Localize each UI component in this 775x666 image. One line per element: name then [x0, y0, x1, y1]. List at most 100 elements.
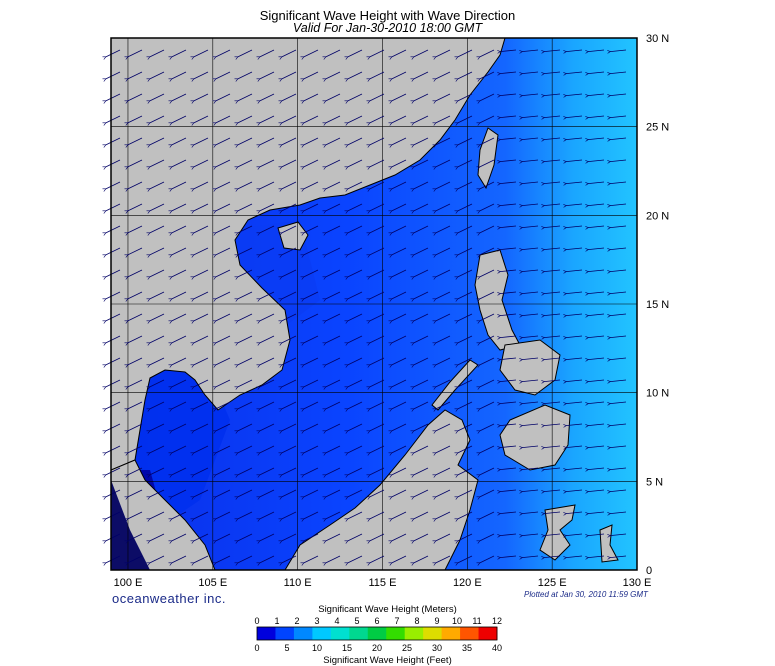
wave-arrow	[544, 269, 561, 272]
wave-arrow	[304, 115, 319, 123]
lon-label: 115 E	[369, 577, 397, 589]
mindanao-island	[499, 404, 571, 471]
wave-arrow	[610, 291, 627, 294]
wave-arrow	[238, 401, 253, 409]
wave-arrow	[522, 489, 539, 492]
wave-arrow	[106, 203, 121, 211]
wave-arrow	[588, 423, 605, 426]
wave-arrow	[566, 401, 583, 404]
wave-arrow	[238, 291, 253, 299]
lat-label: 15 N	[646, 299, 669, 311]
wave-arrow	[588, 181, 605, 184]
wave-arrow	[106, 467, 121, 475]
legend-meter-tick: 11	[472, 616, 481, 626]
wave-arrow	[414, 423, 429, 431]
wave-arrow	[238, 225, 253, 233]
wave-arrow	[348, 93, 363, 101]
wave-arrow	[566, 467, 583, 470]
wave-arrow	[238, 181, 253, 189]
legend-feet-tick: 25	[402, 643, 412, 653]
map-frame	[110, 37, 638, 571]
wave-arrow	[522, 423, 539, 426]
sumatra-dark	[111, 480, 150, 570]
wave-arrow	[566, 71, 583, 74]
wave-arrow	[588, 203, 605, 206]
wave-arrow	[106, 291, 121, 299]
wave-arrow	[458, 247, 473, 255]
wave-arrow	[172, 71, 187, 79]
wave-arrow	[500, 159, 517, 162]
wave-arrow	[610, 137, 627, 140]
wave-arrow	[216, 291, 231, 299]
wave-arrow	[500, 49, 517, 52]
wave-arrow	[172, 269, 187, 277]
wave-arrow	[128, 379, 143, 387]
wave-arrow	[106, 379, 121, 387]
wave-arrow	[458, 93, 473, 101]
wave-arrow	[414, 115, 429, 123]
wave-arrow	[500, 357, 517, 360]
wave-arrow	[500, 313, 517, 316]
wave-arrow	[414, 511, 429, 519]
wave-arrow	[348, 357, 363, 365]
wave-arrow	[566, 115, 583, 118]
wave-arrow	[544, 313, 561, 316]
wave-arrow	[348, 511, 363, 519]
wave-arrow	[522, 335, 539, 338]
wave-arrow	[392, 467, 407, 475]
wave-arrow	[480, 71, 495, 79]
wave-arrow	[106, 181, 121, 189]
wave-arrow	[392, 93, 407, 101]
wave-arrow	[194, 423, 209, 431]
wave-arrow	[260, 159, 275, 167]
wave-arrow	[392, 137, 407, 145]
wave-arrow	[522, 159, 539, 162]
wave-arrow	[522, 379, 539, 382]
wave-arrow	[566, 49, 583, 52]
wave-arrow	[260, 269, 275, 277]
wave-arrow	[566, 93, 583, 96]
wave-arrow	[172, 467, 187, 475]
wave-arrow	[370, 467, 385, 475]
wave-arrow	[106, 225, 121, 233]
wave-arrow	[238, 49, 253, 57]
wave-arrow	[414, 489, 429, 497]
wave-arrow	[414, 137, 429, 145]
wave-arrow	[544, 115, 561, 118]
halmahera-island	[599, 524, 619, 563]
wave-arrow	[150, 49, 165, 57]
wave-arrow	[238, 423, 253, 431]
wave-arrow	[610, 247, 627, 250]
wave-arrow	[370, 203, 385, 211]
wave-arrow	[392, 379, 407, 387]
wave-arrow	[610, 335, 627, 338]
wave-arrow	[150, 291, 165, 299]
legend-feet-tick: 15	[342, 643, 352, 653]
wave-arrow	[106, 93, 121, 101]
wave-arrow	[588, 467, 605, 470]
wave-arrow	[282, 357, 297, 365]
wave-arrow	[500, 401, 517, 404]
wave-arrow	[544, 71, 561, 74]
wave-arrow	[500, 489, 517, 492]
wave-arrow	[282, 159, 297, 167]
wave-arrow	[348, 379, 363, 387]
wave-arrow	[260, 489, 275, 497]
wave-arrow	[566, 159, 583, 162]
wave-arrow	[150, 181, 165, 189]
wave-arrow	[370, 181, 385, 189]
legend-swatch	[312, 627, 332, 640]
wave-arrow	[304, 181, 319, 189]
wave-arrow	[216, 181, 231, 189]
wave-arrow	[522, 115, 539, 118]
legend-frame	[256, 626, 498, 641]
legend-swatch	[423, 627, 443, 640]
wave-arrow	[260, 357, 275, 365]
wave-arrow	[370, 159, 385, 167]
wave-arrow	[522, 269, 539, 272]
wave-arrow	[326, 357, 341, 365]
wave-arrow	[260, 247, 275, 255]
wave-arrow	[304, 335, 319, 343]
legend-swatch	[330, 627, 350, 640]
wave-arrow	[544, 445, 561, 448]
